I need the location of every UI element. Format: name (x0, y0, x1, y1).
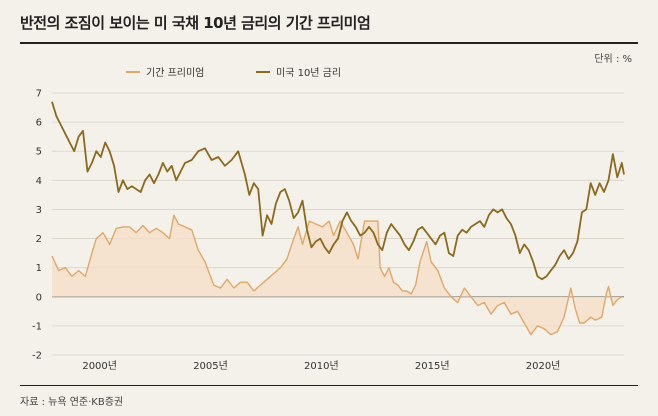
y-tick-label: 4 (36, 176, 42, 187)
legend-swatch-term-premium (126, 70, 140, 73)
legend-item-yield: 미국 10년 금리 (256, 64, 341, 79)
yield10y-line (51, 101, 625, 281)
x-tick-label: 2010년 (304, 360, 339, 372)
legend-swatch-yield (256, 70, 270, 73)
y-tick-label: 0 (36, 292, 42, 303)
x-tick-label: 2005년 (193, 360, 228, 372)
x-tick-label: 2000년 (82, 360, 117, 372)
chart-title: 반전의 조짐이 보이는 미 국채 10년 금리의 기간 프리미엄 (20, 14, 371, 32)
y-tick-label: -1 (32, 321, 42, 332)
y-tick-label: 1 (36, 263, 42, 274)
y-tick-label: 3 (36, 205, 42, 216)
legend-item-term-premium: 기간 프리미엄 (126, 64, 204, 79)
x-tick-label: 2015년 (415, 360, 450, 372)
legend-label-yield: 미국 10년 금리 (276, 68, 342, 79)
term-premium-line (51, 214, 623, 336)
x-tick-label: 2020년 (526, 360, 561, 372)
y-tick-label: 6 (36, 118, 42, 129)
y-tick-label: 2 (36, 234, 42, 245)
y-tick-label: -2 (32, 351, 42, 362)
title-divider (20, 42, 638, 44)
y-tick-label: 5 (36, 147, 42, 158)
unit-label: 단위 : % (594, 54, 632, 65)
source-note: 자료 : 뉴욕 연준·KB증권 (20, 397, 124, 408)
legend-label-term-premium: 기간 프리미엄 (146, 68, 205, 79)
footer-divider (20, 385, 638, 386)
y-tick-label: 7 (36, 89, 42, 100)
